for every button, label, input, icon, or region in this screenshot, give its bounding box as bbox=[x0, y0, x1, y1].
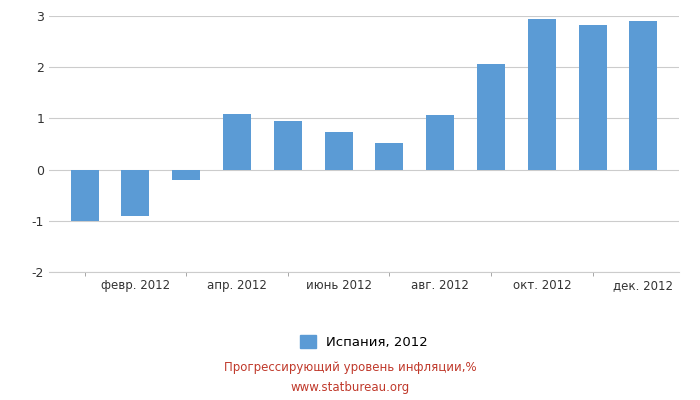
Bar bbox=[528, 18, 556, 170]
Legend: Испания, 2012: Испания, 2012 bbox=[300, 335, 428, 349]
Bar bbox=[477, 64, 505, 170]
Bar bbox=[579, 25, 607, 170]
Bar bbox=[71, 170, 99, 221]
Bar bbox=[426, 115, 454, 170]
Bar bbox=[172, 170, 200, 180]
Bar bbox=[325, 132, 353, 170]
Text: Прогрессирующий уровень инфляции,%
www.statbureau.org: Прогрессирующий уровень инфляции,% www.s… bbox=[224, 362, 476, 394]
Bar bbox=[629, 21, 657, 170]
Bar bbox=[223, 114, 251, 170]
Bar bbox=[375, 143, 403, 170]
Bar bbox=[274, 121, 302, 170]
Bar bbox=[121, 170, 149, 216]
